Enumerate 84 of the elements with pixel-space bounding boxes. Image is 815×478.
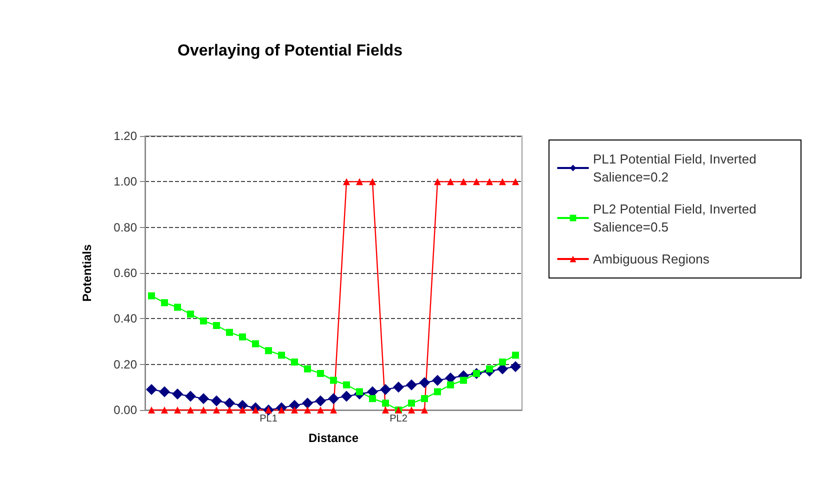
point xyxy=(185,390,196,402)
point xyxy=(356,178,363,186)
point xyxy=(174,406,181,414)
point xyxy=(328,393,339,404)
point xyxy=(317,370,324,377)
point xyxy=(224,398,235,409)
point xyxy=(486,365,493,372)
point xyxy=(239,406,246,414)
point xyxy=(408,406,415,414)
point xyxy=(499,178,506,186)
point xyxy=(213,406,220,414)
point xyxy=(187,406,194,414)
point xyxy=(226,328,233,336)
point xyxy=(356,388,363,396)
legend-label: Ambiguous Regions xyxy=(593,252,710,266)
point xyxy=(393,382,404,393)
point xyxy=(291,358,298,366)
point xyxy=(211,395,222,406)
point xyxy=(512,178,519,186)
point xyxy=(460,376,467,384)
point xyxy=(161,299,168,306)
point xyxy=(486,178,493,186)
point xyxy=(434,178,441,186)
point xyxy=(434,388,441,396)
point xyxy=(200,317,207,324)
legend-label: PL1 Potential Field, Inverted Salience=0.2 xyxy=(593,152,760,184)
chart-title: Overlaying of Potential Fields xyxy=(178,42,403,60)
x-axis-title: Distance xyxy=(308,431,359,445)
point xyxy=(432,374,443,386)
point xyxy=(302,398,313,409)
point xyxy=(408,400,415,407)
point xyxy=(447,178,454,186)
point xyxy=(382,400,389,407)
point xyxy=(421,406,428,414)
point xyxy=(187,310,194,318)
point xyxy=(421,395,428,402)
point xyxy=(473,178,480,186)
point xyxy=(304,406,311,414)
point xyxy=(213,322,220,330)
point xyxy=(343,178,350,186)
point xyxy=(146,384,157,395)
y-tick-label: 0.20 xyxy=(114,357,138,372)
y-tick-label: 1.20 xyxy=(114,129,138,143)
point xyxy=(460,178,467,186)
point xyxy=(291,406,298,414)
point xyxy=(369,395,376,402)
point xyxy=(174,304,181,311)
x-tick-label: PL1 xyxy=(260,414,278,424)
point xyxy=(447,381,454,388)
point xyxy=(343,381,350,388)
point xyxy=(369,178,376,186)
point xyxy=(278,352,285,359)
y-tick-label: 0.60 xyxy=(114,266,138,280)
y-axis-title: Potentials xyxy=(80,244,94,302)
point xyxy=(148,406,155,414)
point xyxy=(148,292,155,300)
point xyxy=(200,406,207,414)
point xyxy=(419,377,430,388)
point xyxy=(161,406,168,414)
point xyxy=(499,358,506,366)
point xyxy=(252,340,259,348)
point xyxy=(239,333,246,340)
point xyxy=(172,388,183,400)
y-tick-label: 0.00 xyxy=(114,403,138,417)
point xyxy=(380,384,391,395)
legend-label: PL2 Potential Field, Inverted Salience=0.5 xyxy=(593,202,760,234)
point xyxy=(304,365,311,372)
point xyxy=(265,347,272,354)
point xyxy=(341,390,352,402)
x-tick-label: PL2 xyxy=(390,414,408,424)
point xyxy=(330,406,337,414)
y-tick-label: 0.80 xyxy=(114,220,138,234)
point xyxy=(159,386,170,398)
point xyxy=(512,352,519,359)
point xyxy=(317,406,324,414)
point xyxy=(226,406,233,414)
y-tick-label: 1.00 xyxy=(114,174,138,189)
y-tick-label: 0.40 xyxy=(114,312,138,326)
point xyxy=(315,395,326,406)
point xyxy=(406,379,417,390)
point xyxy=(330,376,337,384)
point xyxy=(382,406,389,414)
point xyxy=(198,393,209,404)
point xyxy=(510,361,521,372)
